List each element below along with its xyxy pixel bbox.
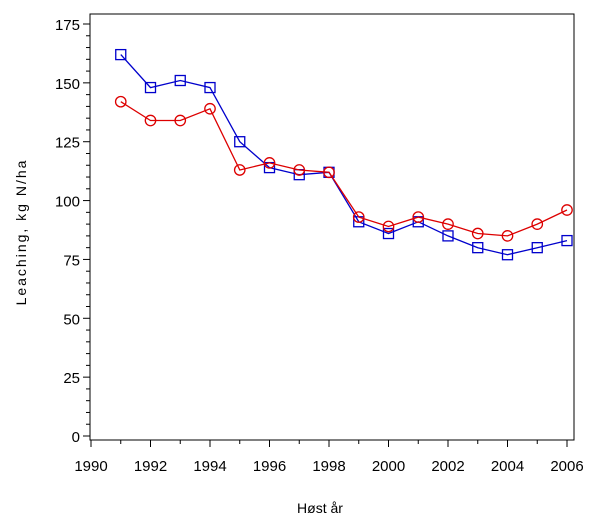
series-1-point: [204, 81, 216, 94]
plot-frame: [89, 13, 575, 441]
x-tick-label: 2002: [431, 458, 464, 475]
y-tick-label: 100: [55, 194, 80, 211]
series-layer: [114, 48, 573, 261]
x-axis-ticks: 1990 1992 1994 1996 1998 2000 2002 2004 2006: [74, 440, 584, 475]
series-2-point: [323, 166, 335, 179]
series-2-point: [263, 157, 276, 169]
x-tick-label: 1996: [253, 458, 286, 475]
y-tick-label: 0: [72, 429, 80, 446]
series-1-point: [382, 227, 395, 240]
series-2-point: [501, 230, 514, 242]
x-tick-label: 1992: [134, 458, 167, 475]
series-2-point: [412, 211, 425, 223]
series-1-point: [174, 74, 186, 87]
series-1-point: [501, 249, 514, 261]
y-axis-ticks: 0 25 50 75 100 125 150 175: [55, 17, 90, 446]
series-1-point: [144, 81, 157, 94]
y-tick-label: 25: [63, 370, 80, 387]
series-1-point: [234, 136, 246, 148]
series-2-point: [293, 164, 306, 176]
series-1-line: [120, 54, 568, 256]
series-2-point: [144, 114, 157, 127]
series-2-point: [531, 218, 544, 230]
series-2-point: [114, 95, 127, 108]
y-tick-label: 125: [55, 135, 80, 152]
y-axis-title: Leaching, kg N/ha: [13, 159, 29, 306]
x-tick-label: 1998: [312, 458, 345, 475]
series-2-point: [471, 227, 484, 240]
y-tick-label: 150: [55, 76, 80, 93]
x-tick-label: 1990: [74, 458, 107, 475]
series-1-point: [531, 242, 543, 254]
y-tick-label: 175: [55, 17, 80, 34]
series-1-point: [442, 230, 454, 242]
series-2-point: [204, 102, 216, 115]
series-1-point: [561, 234, 573, 247]
x-tick-label: 2006: [550, 458, 583, 475]
x-tick-label: 2000: [372, 458, 405, 475]
x-axis-title: Høst år: [297, 500, 343, 516]
x-tick-label: 2004: [491, 458, 524, 475]
series-2-point: [561, 204, 573, 216]
series-2-point: [442, 218, 454, 230]
series-1-point: [115, 48, 127, 61]
series-2-line: [120, 101, 568, 237]
series-2-point: [352, 211, 365, 223]
series-2-point: [382, 220, 395, 233]
series-1-point: [472, 242, 484, 254]
x-tick-label: 1994: [193, 458, 226, 475]
y-tick-label: 75: [63, 252, 80, 269]
y-tick-label: 50: [63, 311, 80, 328]
series-2-point: [233, 164, 246, 176]
series-2-point: [174, 114, 187, 127]
